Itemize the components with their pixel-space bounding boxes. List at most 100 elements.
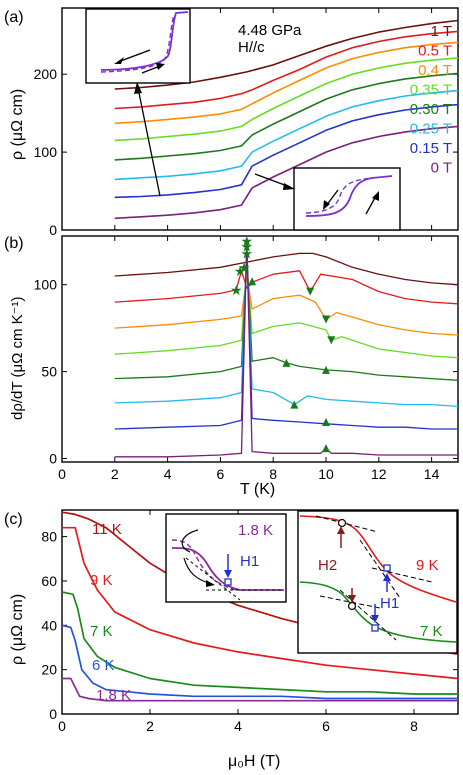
panel-a-ylabel: ρ (μΩ cm) [9, 89, 26, 160]
panel-b-down-triangle-2 [327, 336, 336, 345]
panel-c-xtick-label-3: 6 [322, 718, 330, 734]
panel-c-ytick-label-1: 20 [41, 662, 57, 678]
panel-b-down-triangle-1 [322, 315, 330, 324]
panel-b-lines [114, 240, 459, 458]
panel-b-xlabel: T (K) [240, 481, 275, 498]
inset-c-right-h2-marker-9K [337, 518, 347, 528]
panel-c-xtick-label-0: 0 [58, 718, 66, 734]
panel-b-ytick-label-0: 0 [49, 451, 57, 467]
panel-a-legend-label-3: 0.35 T [410, 82, 452, 99]
panel-c-label: (c) [4, 511, 23, 528]
panel-b-up-triangle-0 [248, 277, 257, 286]
panel-a-inset-left [85, 8, 191, 84]
panel-a-legend-label-2: 0.4 T [418, 62, 452, 79]
inset-c-left-curve-dashed [171, 539, 237, 591]
inset-c-left-arrowhead [206, 580, 215, 587]
panel-a-ytick-label-2: 200 [34, 66, 58, 82]
inset-left-curve-solid [100, 11, 189, 71]
inset-c-right-7K-curve [299, 581, 457, 643]
panel-a-series-1 [114, 30, 459, 110]
panel-b-series-2 [114, 275, 459, 336]
inset-c-left-h1-marker [224, 578, 232, 586]
panel-c-series-4 [62, 677, 458, 702]
panel-a-legend-label-5: 0.25 T [410, 121, 452, 138]
panel-a-series-7 [114, 125, 459, 220]
panel-c-ytick-label-4: 80 [41, 529, 57, 545]
panel-c-xtick-label-1: 2 [146, 718, 154, 734]
panel-a-pointer-right-head [283, 183, 295, 190]
panel-a-annotation-field: H//c [238, 39, 265, 56]
panel-b-series-0 [114, 252, 459, 286]
inset-c-right-h1-arrowhead-9K [383, 573, 391, 581]
panel-a-series-4 [114, 72, 459, 161]
panel-a-lines [114, 19, 459, 220]
inset-left-curve-dashed [100, 14, 175, 73]
inset-c-right-h1-arrowhead-7K [371, 615, 379, 623]
panel-b-label: (b) [4, 235, 24, 252]
inset-left-arrow-right [141, 65, 161, 74]
panel-b-down-triangle-0 [306, 287, 315, 296]
panel-c-ytick-label-2: 40 [41, 617, 57, 633]
panel-b-xtick-label-3: 6 [217, 466, 225, 482]
panel-b-series-1 [114, 270, 459, 305]
panel-b-xtick-label-6: 12 [371, 466, 387, 482]
inset-c-left-h1-label: H1 [240, 553, 259, 570]
panel-c-xlabel: μ₀H (T) [228, 753, 280, 770]
panel-a-series-0 [114, 19, 459, 90]
panel-a-legend-label-4: 0.30 T [410, 101, 452, 118]
panel-b-frame [61, 235, 459, 463]
panel-c-xtick-label-2: 4 [234, 718, 242, 734]
inset-c-right-h1-marker-9K [383, 564, 391, 572]
panel-c-curve-labels: 11 K 9 K 7 K 6 K 1.8 K [90, 521, 131, 704]
panel-a-ticks: 0 100 200 [34, 8, 458, 238]
panel-a-legend-label-7: 0 T [431, 160, 452, 177]
inset-c-right-dashed-7K-a [319, 595, 381, 609]
panel-b-markers: ★★★★★★ [230, 233, 336, 453]
inset-c-right-h2-arrowhead-7K [348, 595, 356, 603]
panel-a-frame [61, 7, 459, 231]
panel-a-series-6 [114, 103, 459, 199]
panel-a-legend-label-1: 0.5 T [418, 43, 452, 60]
panel-b-series-7 [114, 240, 458, 458]
inset-c-right-dashed-9K-a [315, 515, 379, 533]
inset-c-right-h2-marker-7K [347, 601, 357, 611]
panel-a-ytick-label-0: 0 [49, 222, 57, 238]
panel-b-up-triangle-4 [322, 418, 330, 427]
panel-b-series-3 [114, 263, 459, 359]
panel-c-inset-right: H2 9 K H1 7 K [297, 510, 458, 654]
panel-a-series-3 [114, 57, 459, 142]
panel-b-series-5 [114, 249, 459, 408]
panel-b-ylabel: dρ/dT (μΩ cm K⁻¹) [9, 296, 26, 420]
panel-c-xtick-label-4: 8 [410, 718, 418, 734]
panel-b-up-triangle-5 [322, 444, 330, 453]
inset-left-arrowhead-right [156, 63, 165, 70]
panel-b-xtick-label-7: 14 [424, 466, 440, 482]
panel-a-label: (a) [4, 9, 24, 26]
inset-c-right-h2-label: H2 [318, 557, 337, 574]
panel-a-inset-right [293, 167, 401, 231]
panel-c-inset-left: 1.8 K H1 [165, 513, 287, 603]
panel-b-xtick-label-0: 0 [58, 466, 66, 482]
inset-right-arrowhead-right [372, 191, 379, 201]
inset-left-arrowhead-left [114, 57, 124, 64]
panel-b-star-marker-1: ★ [234, 263, 247, 279]
inset-c-right-h1-marker-7K [371, 624, 379, 632]
panel-b-xtick-label-2: 4 [164, 466, 172, 482]
inset-c-right-dashed-9K-c [371, 567, 433, 583]
inset-right-arrowhead-left [323, 200, 330, 210]
panel-b-star-marker-0: ★ [230, 282, 243, 298]
panel-b-star-marker-5: ★ [241, 233, 254, 249]
panel-b-xtick-label-1: 2 [111, 466, 119, 482]
panel-c-curve-label-2: 7 K [90, 623, 113, 640]
inset-right-curve-solid [305, 175, 393, 217]
panel-a-series-5 [114, 89, 459, 181]
panel-c-series-2 [61, 591, 458, 695]
panel-c-curve-label-4: 1.8 K [96, 687, 131, 704]
panel-b-up-triangle-1 [282, 358, 291, 367]
inset-c-right-9K-label: 9 K [416, 557, 439, 574]
inset-c-right-dashed-9K-b [359, 539, 401, 599]
inset-c-right-dashed-7K-b [339, 589, 397, 641]
panel-c-frame [61, 509, 459, 715]
